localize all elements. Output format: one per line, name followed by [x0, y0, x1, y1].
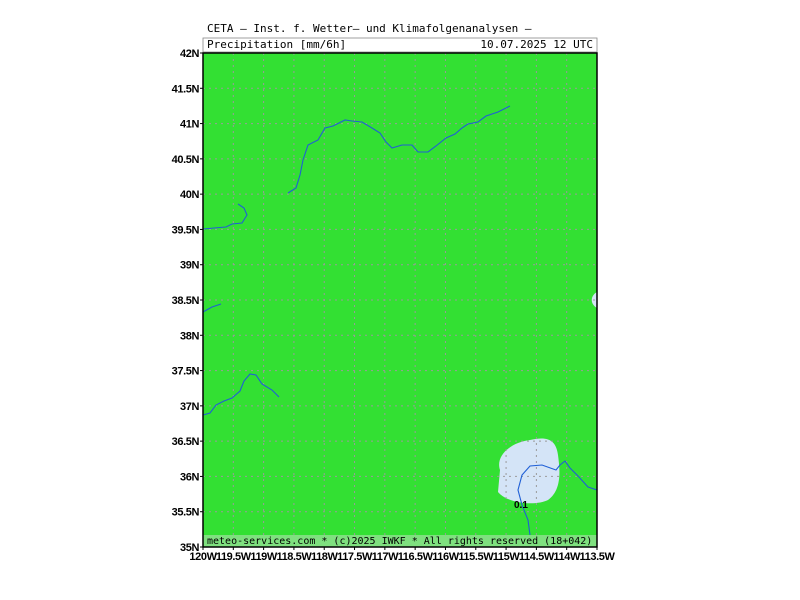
title: CETA — Inst. f. Wetter— und Klimafolgena…: [207, 22, 532, 35]
lon-label: 120W: [189, 551, 217, 563]
date-label: 10.07.2025 12 UTC: [480, 38, 593, 51]
lat-label: 41.5N: [172, 83, 200, 95]
lat-label: 41N: [180, 119, 199, 131]
lon-label: 117W: [372, 551, 400, 563]
lat-label: 40.5N: [172, 154, 200, 166]
lat-label: 42N: [180, 48, 199, 60]
lat-label: 40N: [180, 189, 199, 201]
lon-label: 116W: [432, 551, 460, 563]
lon-label: 115.5W: [458, 551, 494, 563]
footer: meteo-services.com * (c)2025 IWKF * All …: [207, 536, 592, 547]
lat-label: 38N: [180, 330, 199, 342]
precip-area: [498, 438, 560, 504]
lat-label: 37N: [180, 401, 199, 413]
lon-label: 113.5W: [580, 551, 616, 563]
lon-label: 118W: [311, 551, 339, 563]
lat-label: 39N: [180, 260, 199, 272]
lat-label: 37.5N: [172, 366, 200, 378]
grid: [203, 53, 597, 547]
lon-label: 119.5W: [216, 551, 252, 563]
lon-label: 117.5W: [337, 551, 373, 563]
footer-band: [203, 535, 597, 547]
lon-label: 116.5W: [398, 551, 434, 563]
lat-label: 35N: [180, 542, 199, 554]
lat-label: 35.5N: [172, 507, 200, 519]
axis-labels: 42N 41.5N 41N 40.5N 40N 39.5N 39N 38.5N 38N 37.5N…: [172, 48, 616, 563]
lon-label: 114W: [553, 551, 581, 563]
contour-label: 0.1: [514, 500, 528, 511]
map: 0.1 meteo-services.com * (c)2025 IWKF * …: [202, 52, 598, 548]
lat-label: 36N: [180, 471, 199, 483]
lat-label: 36.5N: [172, 436, 200, 448]
lon-label: 119W: [250, 551, 278, 563]
lon-label: 114.5W: [519, 551, 555, 563]
rivers: [202, 105, 598, 536]
lon-label: 115W: [493, 551, 521, 563]
lat-label: 38.5N: [172, 295, 200, 307]
lon-label: 118.5W: [276, 551, 312, 563]
header-box: [202, 37, 598, 53]
lat-label: 39.5N: [172, 224, 200, 236]
field-label: Precipitation [mm/6h]: [207, 38, 346, 51]
